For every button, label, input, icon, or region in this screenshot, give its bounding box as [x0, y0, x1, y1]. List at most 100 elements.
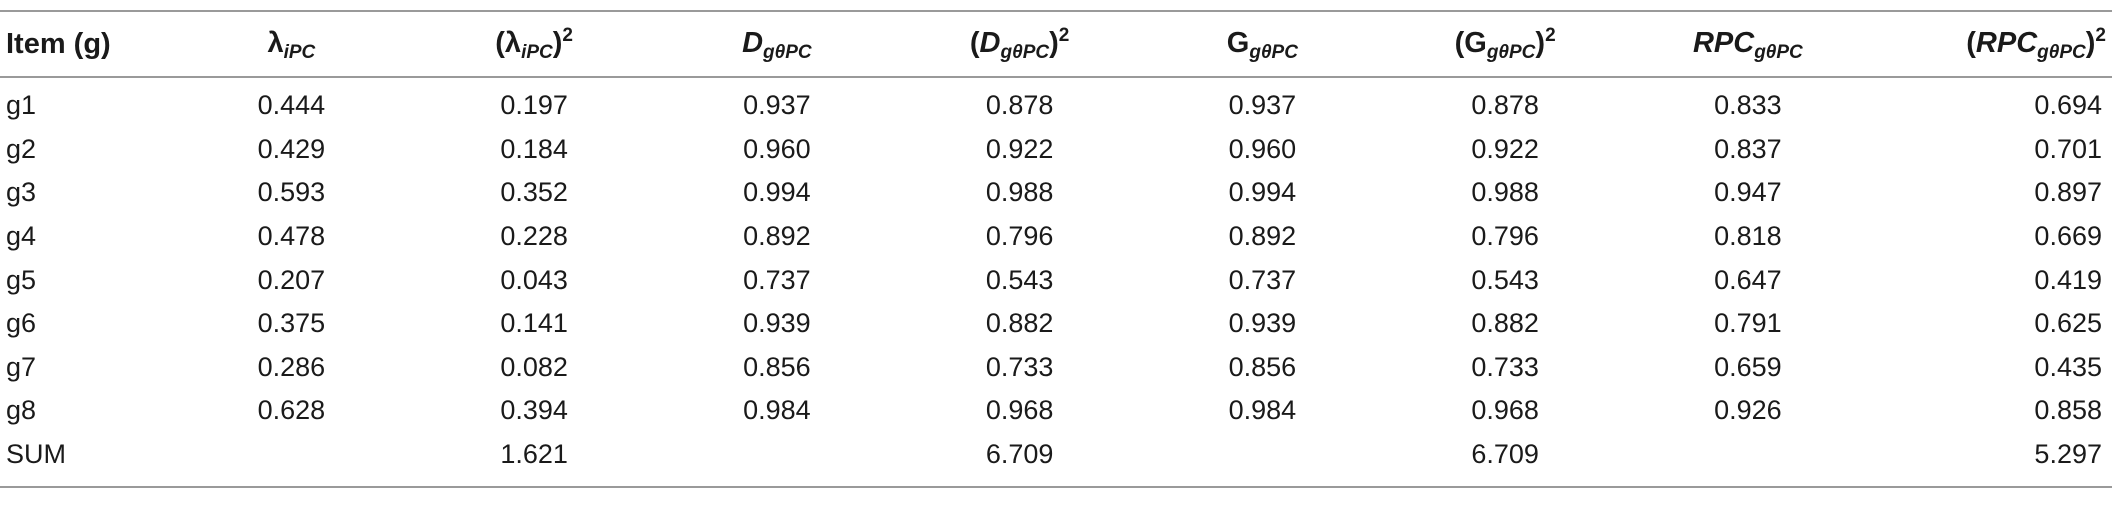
- cell-lambda: [170, 433, 413, 488]
- table-row: g5 0.207 0.043 0.737 0.543 0.737 0.543 0.647 0.4…: [0, 258, 2112, 302]
- cell-rpc: 0.791: [1714, 308, 1782, 339]
- cell-g: 0.939: [1228, 308, 1297, 339]
- cell-d-squared: 0.878: [985, 90, 1054, 121]
- cell-g-squared: 0.968: [1471, 395, 1539, 426]
- cell-d-squared: 0.796: [985, 221, 1054, 252]
- cell-d: 0.892: [743, 221, 811, 252]
- cell-lambda: 0.429: [257, 133, 326, 164]
- cell-d: 0.737: [743, 264, 811, 295]
- cell-lambda-squared: 0.228: [500, 221, 568, 252]
- cell-rpc-squared: 0.435: [2034, 351, 2102, 382]
- cell-rpc: 0.926: [1714, 395, 1782, 426]
- cell-item: g8: [6, 395, 37, 426]
- table-row: g8 0.628 0.394 0.984 0.968 0.984 0.968 0.926 0.8…: [0, 389, 2112, 433]
- cell-d: 0.984: [743, 395, 811, 426]
- cell-d-squared: 0.922: [985, 133, 1054, 164]
- table-row: g4 0.478 0.228 0.892 0.796 0.892 0.796 0.818 0.6…: [0, 215, 2112, 259]
- table-body: g1 0.444 0.197 0.937 0.878 0.937 0.878 0.833 0.6…: [0, 77, 2112, 488]
- cell-lambda-squared: 0.082: [500, 351, 568, 382]
- cell-lambda-squared: 0.352: [500, 177, 568, 208]
- header-g-squared: (GgθPC)2: [1454, 24, 1556, 63]
- table-row: g1 0.444 0.197 0.937 0.878 0.937 0.878 0.833 0.6…: [0, 77, 2112, 128]
- cell-rpc-squared: 0.701: [2034, 133, 2102, 164]
- cell-lambda: 0.375: [257, 308, 326, 339]
- cell-item: g3: [6, 177, 37, 208]
- cell-g-squared: 0.988: [1471, 177, 1539, 208]
- cell-rpc-squared: 0.858: [2034, 395, 2102, 426]
- cell-g-squared: 0.543: [1471, 264, 1539, 295]
- cell-lambda: 0.478: [257, 221, 326, 252]
- cell-g: 0.892: [1228, 221, 1297, 252]
- cell-lambda-squared: 0.394: [500, 395, 568, 426]
- table-row: g3 0.593 0.352 0.994 0.988 0.994 0.988 0.947 0.8…: [0, 171, 2112, 215]
- cell-d-squared: 0.968: [985, 395, 1054, 426]
- cell-rpc-squared: 5.297: [2034, 439, 2102, 470]
- item-statistics-table: Item (g) λiPC (λiPC)2 DgθPC (DgθPC)2 Ggθ…: [0, 10, 2112, 488]
- cell-rpc: 0.833: [1714, 90, 1782, 121]
- cell-g: 0.737: [1228, 264, 1297, 295]
- cell-item: g7: [6, 351, 37, 382]
- header-item: Item (g): [6, 27, 111, 60]
- cell-g: 0.994: [1228, 177, 1297, 208]
- cell-g-squared: 0.922: [1471, 133, 1539, 164]
- cell-g-squared: 0.796: [1471, 221, 1539, 252]
- table-row: g6 0.375 0.141 0.939 0.882 0.939 0.882 0.791 0.6…: [0, 302, 2112, 346]
- cell-rpc: [1627, 433, 1870, 488]
- cell-lambda-squared: 0.141: [500, 308, 568, 339]
- cell-lambda-squared: 0.197: [500, 90, 568, 121]
- cell-d: 0.960: [743, 133, 811, 164]
- cell-g: 0.984: [1228, 395, 1297, 426]
- cell-lambda: 0.628: [257, 395, 326, 426]
- cell-rpc-squared: 0.694: [2034, 90, 2102, 121]
- cell-rpc-squared: 0.419: [2034, 264, 2102, 295]
- cell-d-squared: 6.709: [985, 439, 1054, 470]
- cell-lambda-squared: 1.621: [500, 439, 568, 470]
- cell-g-squared: 0.882: [1471, 308, 1539, 339]
- header-d: DgθPC: [742, 26, 812, 63]
- cell-g: [1141, 433, 1384, 488]
- cell-d: 0.939: [743, 308, 811, 339]
- cell-g-squared: 0.733: [1471, 351, 1539, 382]
- cell-rpc-squared: 0.897: [2034, 177, 2102, 208]
- cell-d-squared: 0.543: [985, 264, 1054, 295]
- cell-item: g1: [6, 90, 37, 121]
- cell-d: 0.856: [743, 351, 811, 382]
- cell-rpc-squared: 0.625: [2034, 308, 2102, 339]
- cell-item: g6: [6, 308, 37, 339]
- table-row: g7 0.286 0.082 0.856 0.733 0.856 0.733 0.659 0.4…: [0, 346, 2112, 390]
- cell-item: g2: [6, 133, 37, 164]
- header-lambda-squared: (λiPC)2: [495, 24, 573, 63]
- cell-lambda: 0.593: [257, 177, 326, 208]
- cell-g-squared: 0.878: [1471, 90, 1539, 121]
- cell-d-squared: 0.988: [985, 177, 1054, 208]
- cell-d: 0.937: [743, 90, 811, 121]
- cell-lambda: 0.444: [257, 90, 326, 121]
- header-rpc-squared: (RPCgθPC)2: [1966, 24, 2106, 63]
- cell-rpc: 0.837: [1714, 133, 1782, 164]
- cell-lambda: 0.286: [257, 351, 326, 382]
- header-row: Item (g) λiPC (λiPC)2 DgθPC (DgθPC)2 Ggθ…: [0, 11, 2112, 77]
- cell-item: g5: [6, 264, 37, 295]
- cell-g-squared: 6.709: [1471, 439, 1539, 470]
- cell-rpc: 0.659: [1714, 351, 1782, 382]
- cell-lambda-squared: 0.043: [500, 264, 568, 295]
- header-g: GgθPC: [1226, 26, 1298, 63]
- header-rpc: RPCgθPC: [1692, 26, 1803, 63]
- cell-item: SUM: [6, 439, 66, 470]
- cell-g: 0.937: [1228, 90, 1297, 121]
- header-d-squared: (DgθPC)2: [969, 24, 1070, 63]
- cell-d-squared: 0.733: [985, 351, 1054, 382]
- header-lambda: λiPC: [267, 26, 316, 63]
- cell-rpc: 0.647: [1714, 264, 1782, 295]
- cell-d: [656, 433, 899, 488]
- cell-rpc: 0.818: [1714, 221, 1782, 252]
- cell-rpc-squared: 0.669: [2034, 221, 2102, 252]
- table-row: g2 0.429 0.184 0.960 0.922 0.960 0.922 0.837 0.7…: [0, 128, 2112, 172]
- cell-item: g4: [6, 221, 37, 252]
- table-row: SUM 1.621 6.709 6.709 5.297: [0, 433, 2112, 488]
- cell-lambda-squared: 0.184: [500, 133, 568, 164]
- cell-g: 0.960: [1228, 133, 1297, 164]
- cell-g: 0.856: [1228, 351, 1297, 382]
- cell-lambda: 0.207: [257, 264, 326, 295]
